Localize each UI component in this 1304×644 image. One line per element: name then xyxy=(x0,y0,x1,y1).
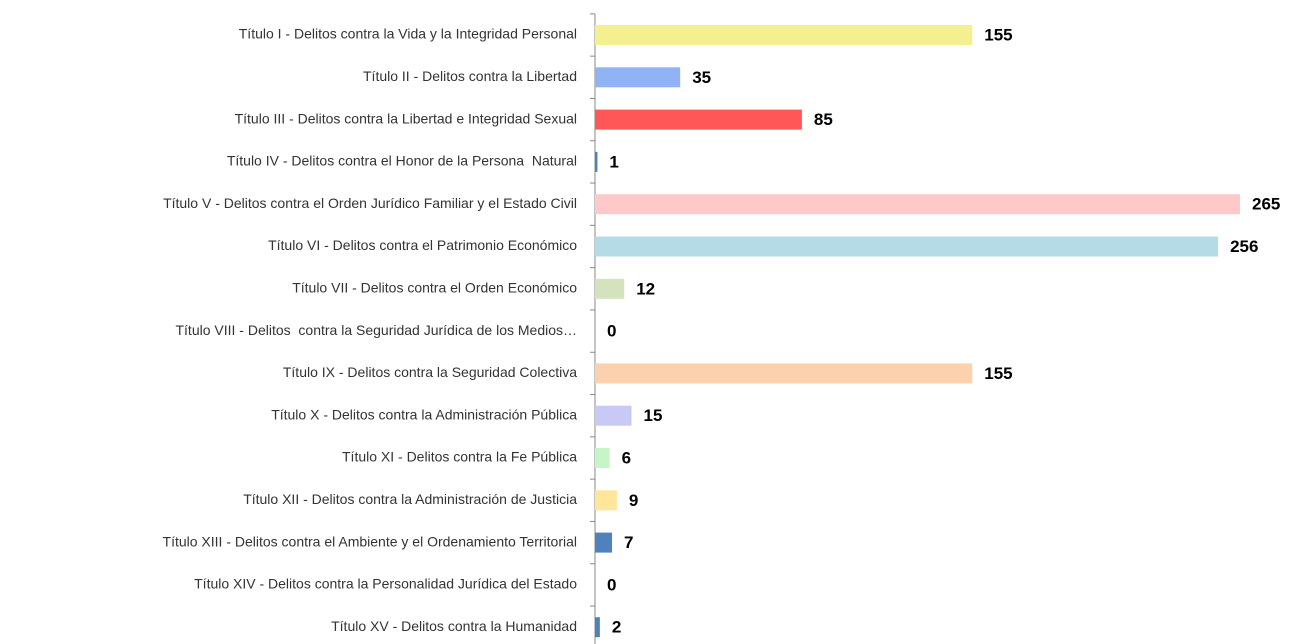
category-label: Título XII - Delitos contra la Administr… xyxy=(243,491,577,507)
bar xyxy=(595,67,681,88)
category-label: Título VII - Delitos contra el Orden Eco… xyxy=(292,280,577,296)
category-label: Título I - Delitos contra la Vida y la I… xyxy=(239,26,577,42)
category-label: Título XIII - Delitos contra el Ambiente… xyxy=(163,533,577,549)
category-label: Título II - Delitos contra la Libertad xyxy=(363,68,577,84)
value-label: 7 xyxy=(624,533,633,552)
category-label: Título XIV - Delitos contra la Personali… xyxy=(194,576,577,592)
value-label: 1 xyxy=(609,152,618,171)
category-label: Título VIII - Delitos contra la Segurida… xyxy=(175,322,577,338)
bar xyxy=(595,151,598,172)
category-label: Título X - Delitos contra la Administrac… xyxy=(271,406,577,422)
bar xyxy=(595,236,1219,257)
category-label: Título V - Delitos contra el Orden Juríd… xyxy=(163,195,577,211)
category-label: Título IX - Delitos contra la Seguridad … xyxy=(283,364,577,380)
bar xyxy=(595,490,617,511)
bar xyxy=(595,194,1240,215)
value-label: 0 xyxy=(607,322,616,341)
category-label: Título XI - Delitos contra la Fe Pública xyxy=(342,449,577,465)
value-label: 256 xyxy=(1230,237,1258,256)
category-label: Título VI - Delitos contra el Patrimonio… xyxy=(268,237,577,253)
bar xyxy=(595,109,802,130)
value-label: 0 xyxy=(607,575,616,594)
value-label: 2 xyxy=(612,618,621,637)
value-label: 265 xyxy=(1252,195,1280,214)
bar xyxy=(595,363,973,384)
value-label: 15 xyxy=(644,406,663,425)
category-label: Título III - Delitos contra la Libertad … xyxy=(235,110,577,126)
category-label: Título XV - Delitos contra la Humanidad xyxy=(331,618,577,634)
bar xyxy=(595,405,632,426)
value-label: 155 xyxy=(984,364,1012,383)
bar xyxy=(595,25,973,45)
value-label: 35 xyxy=(692,68,711,87)
value-label: 85 xyxy=(814,110,833,129)
value-label: 12 xyxy=(636,279,655,298)
bar xyxy=(595,532,613,553)
value-label: 6 xyxy=(622,448,631,467)
bar xyxy=(595,617,600,638)
value-label: 155 xyxy=(984,25,1012,44)
bar xyxy=(595,448,610,468)
bar xyxy=(595,278,625,299)
value-label: 9 xyxy=(629,491,638,510)
category-label: Título IV - Delitos contra el Honor de l… xyxy=(227,153,577,169)
